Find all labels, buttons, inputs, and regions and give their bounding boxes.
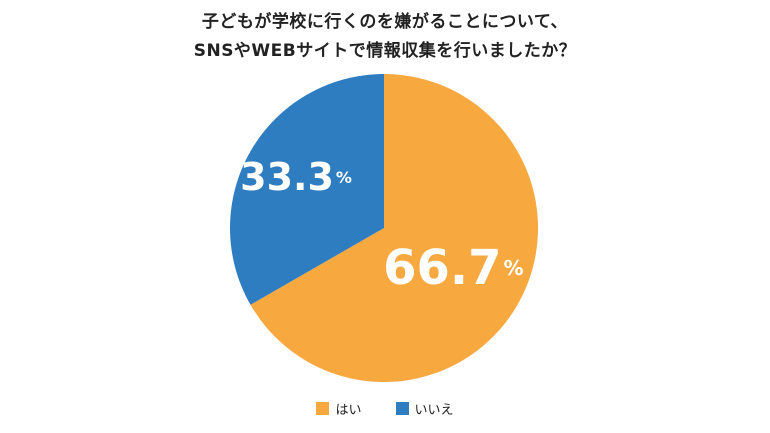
slice-unit-yes: % bbox=[504, 256, 524, 280]
chart-legend: はい いいえ bbox=[0, 399, 770, 418]
chart-title: 子どもが学校に行くのを嫌がることについて、 SNSやWEBサイトで情報収集を行い… bbox=[0, 8, 770, 66]
chart-title-line-1: 子どもが学校に行くのを嫌がることについて、 bbox=[201, 12, 569, 32]
legend-label-yes: はい bbox=[335, 403, 362, 418]
slice-unit-no: % bbox=[336, 168, 352, 187]
slice-label-yes: 66.7% bbox=[383, 240, 523, 296]
pie-slice-no bbox=[230, 74, 384, 305]
slice-value-no: 33.3 bbox=[240, 155, 334, 199]
legend-label-no: いいえ bbox=[414, 403, 454, 418]
pie-slice-yes bbox=[250, 74, 538, 382]
legend-swatch-no bbox=[395, 402, 409, 415]
legend-item-no: いいえ bbox=[395, 399, 454, 418]
chart-title-line-2: SNSやWEBサイトで情報収集を行いましたか？ bbox=[193, 41, 577, 61]
legend-swatch-yes bbox=[316, 402, 330, 415]
legend-item-yes: はい bbox=[316, 399, 362, 418]
slice-label-no: 33.3% bbox=[240, 155, 352, 199]
slice-value-yes: 66.7 bbox=[383, 240, 501, 296]
